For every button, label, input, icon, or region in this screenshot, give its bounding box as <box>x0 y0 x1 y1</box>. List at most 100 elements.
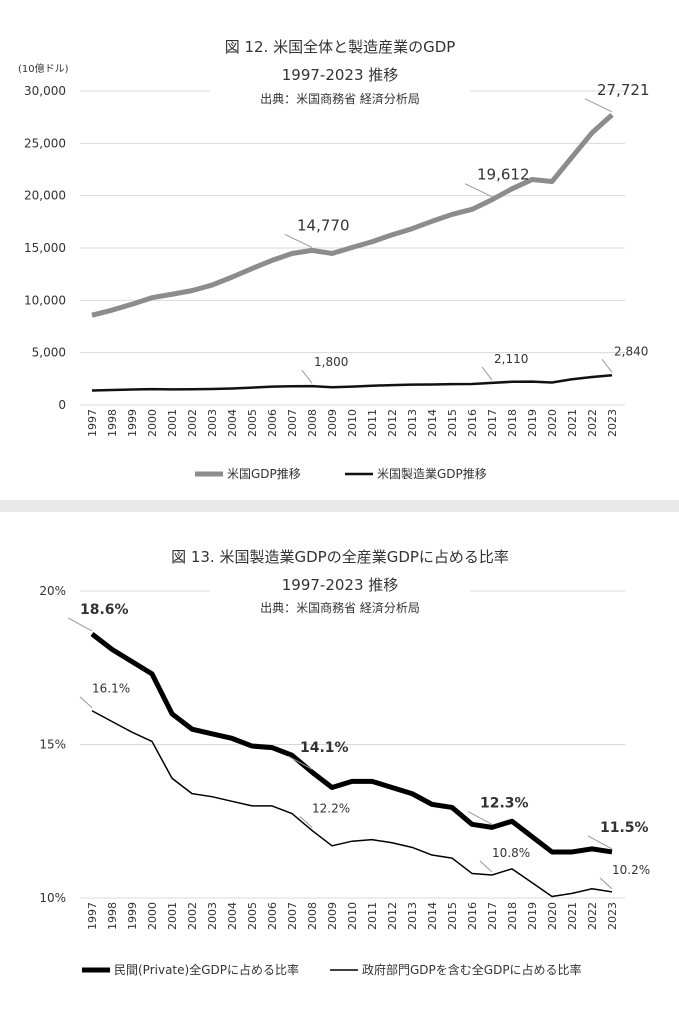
x-tick-label: 2010 <box>346 902 359 930</box>
x-tick-label: 1998 <box>106 409 119 437</box>
title-background <box>210 32 470 113</box>
data-label: 18.6% <box>80 602 129 618</box>
x-tick-label: 2011 <box>366 409 379 437</box>
y-tick-label: 0 <box>58 398 66 412</box>
data-label: 16.1% <box>92 682 130 696</box>
x-tick-label: 2010 <box>346 409 359 437</box>
data-label: 12.3% <box>480 795 529 811</box>
x-tick-label: 2009 <box>326 409 339 437</box>
x-tick-label: 1997 <box>86 409 99 437</box>
data-label: 10.8% <box>492 846 530 860</box>
data-label: 27,721 <box>597 81 650 99</box>
x-tick-label: 2012 <box>386 902 399 930</box>
x-tick-label: 2016 <box>466 409 479 437</box>
x-tick-label: 2001 <box>166 409 179 437</box>
chart-subtitle: 1997-2023 推移 <box>282 66 399 84</box>
legend-label: 米国GDP推移 <box>227 467 301 481</box>
x-tick-label: 2011 <box>366 902 379 930</box>
x-tick-label: 2020 <box>546 902 559 930</box>
series-line <box>90 631 613 855</box>
y-tick-label: 30,000 <box>24 84 66 98</box>
legend-label: 民間(Private)全GDPに占める比率 <box>114 962 299 977</box>
x-tick-label: 1997 <box>86 902 99 930</box>
x-tick-label: 2014 <box>426 902 439 930</box>
leader-line <box>467 810 493 825</box>
x-tick-label: 2017 <box>486 409 499 437</box>
x-tick-label: 2009 <box>326 902 339 930</box>
x-tick-label: 2021 <box>566 902 579 930</box>
x-tick-label: 2004 <box>226 409 239 437</box>
leader-line <box>464 183 493 198</box>
x-tick-label: 2006 <box>266 409 279 437</box>
y-tick-label: 20,000 <box>24 189 66 203</box>
y-tick-label: 5,000 <box>32 346 66 360</box>
x-tick-label: 2019 <box>526 409 539 437</box>
chart-title: 図 12. 米国全体と製造産業のGDP <box>225 38 456 56</box>
leader-line <box>584 98 613 113</box>
series-line <box>91 112 614 318</box>
x-tick-label: 2000 <box>146 902 159 930</box>
leader-line <box>601 358 613 373</box>
y-tick-label: 10% <box>39 891 66 905</box>
chart-source: 出典：米国商務省 経済分析局 <box>260 91 420 106</box>
x-tick-label: 2020 <box>546 409 559 437</box>
x-tick-label: 2000 <box>146 409 159 437</box>
data-label: 1,800 <box>314 355 348 369</box>
x-tick-label: 2008 <box>306 902 319 930</box>
leader-line <box>599 877 613 890</box>
x-tick-label: 2007 <box>286 409 299 437</box>
x-tick-label: 2002 <box>186 409 199 437</box>
x-tick-label: 2003 <box>206 409 219 437</box>
data-label: 14,770 <box>297 216 350 234</box>
leader-line <box>67 617 93 632</box>
leader-line <box>301 369 313 384</box>
x-tick-label: 2023 <box>606 409 619 437</box>
x-tick-label: 2015 <box>446 902 459 930</box>
x-tick-label: 1999 <box>126 409 139 437</box>
chart-manufacturing-ratio: 10% 15% 20% 1997 1998 1999 2000 2001 2002 2003 200… <box>0 512 679 1024</box>
x-tick-label: 2008 <box>306 409 319 437</box>
y-tick-label: 20% <box>39 584 66 598</box>
x-tick-label: 2016 <box>466 902 479 930</box>
data-label: 11.5% <box>600 820 649 836</box>
data-label: 19,612 <box>477 166 530 184</box>
data-label: 2,840 <box>614 344 648 358</box>
x-tick-label: 2014 <box>426 409 439 437</box>
y-tick-label: 15% <box>39 738 66 752</box>
x-tick-label: 2018 <box>506 902 519 930</box>
x-tick-label: 2002 <box>186 902 199 930</box>
chart-title: 図 13. 米国製造業GDPの全産業GDPに占める比率 <box>171 548 509 566</box>
x-tick-label: 2013 <box>406 409 419 437</box>
x-tick-label: 2005 <box>246 409 259 437</box>
data-label: 14.1% <box>300 740 349 756</box>
data-label: 12.2% <box>312 801 350 815</box>
legend-label: 政府部門GDPを含む全GDPに占める比率 <box>362 962 582 977</box>
x-tick-label: 2022 <box>586 902 599 930</box>
y-axis-label: (10億ドル) <box>18 62 69 75</box>
chart-gdp: 0 5,000 10,000 15,000 20,000 25,000 30,000 (10億… <box>0 0 679 500</box>
leader-line <box>299 816 313 828</box>
chart-subtitle: 1997-2023 推移 <box>282 576 399 594</box>
x-tick-label: 2004 <box>226 902 239 930</box>
x-tick-label: 2003 <box>206 902 219 930</box>
leader-line <box>79 696 93 709</box>
x-tick-label: 2022 <box>586 409 599 437</box>
x-tick-label: 2017 <box>486 902 499 930</box>
x-tick-label: 1998 <box>106 902 119 930</box>
x-tick-label: 2005 <box>246 902 259 930</box>
series-line <box>91 374 613 392</box>
leader-line <box>479 860 493 873</box>
data-label: 10.2% <box>612 863 650 877</box>
y-tick-label: 25,000 <box>24 136 66 150</box>
x-tick-label: 2021 <box>566 409 579 437</box>
y-tick-label: 10,000 <box>24 293 66 307</box>
x-tick-label: 2019 <box>526 902 539 930</box>
leader-line <box>587 835 613 850</box>
leader-line <box>284 233 313 248</box>
x-tick-label: 2023 <box>606 902 619 930</box>
x-tick-label: 2015 <box>446 409 459 437</box>
legend-label: 米国製造業GDP推移 <box>377 467 487 481</box>
x-tick-label: 2018 <box>506 409 519 437</box>
x-tick-label: 1999 <box>126 902 139 930</box>
